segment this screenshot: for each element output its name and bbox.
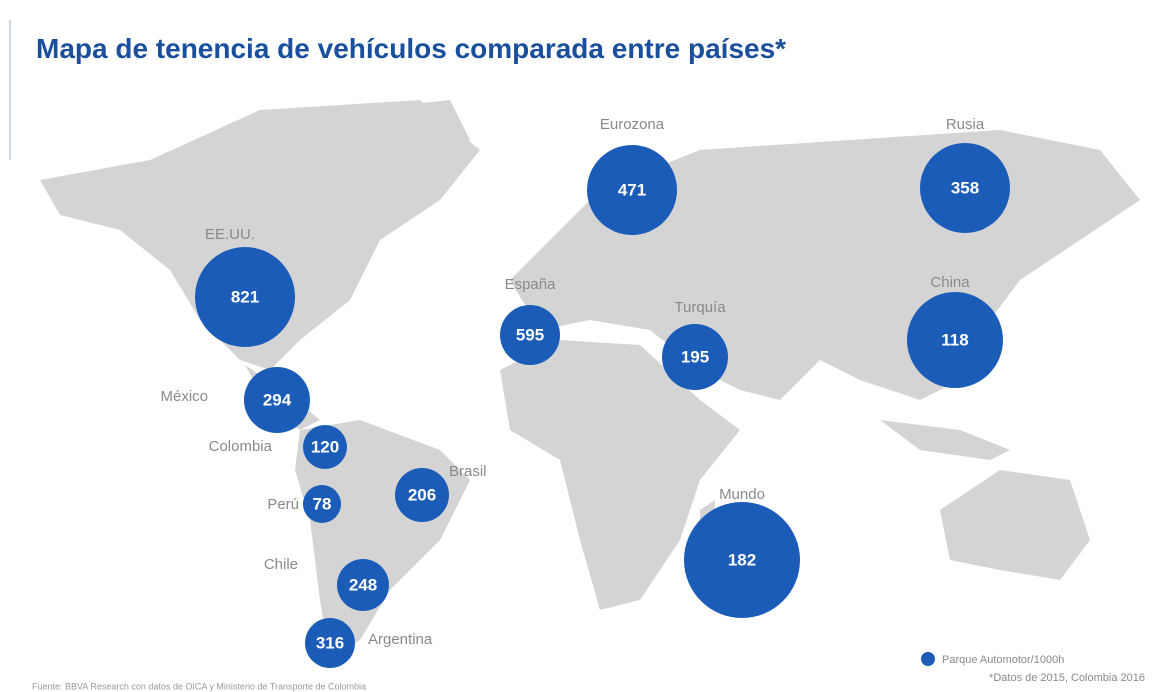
africa	[500, 340, 740, 610]
country-label: Argentina	[368, 631, 433, 648]
bubbles: 471 Eurozona 358 Rusia 821 EE.UU. 595 España 195…	[160, 116, 1010, 668]
bubble-value: 294	[263, 390, 292, 409]
bubble-value: 118	[941, 330, 968, 349]
country-label: EE.UU.	[205, 226, 255, 243]
bubble-value: 182	[728, 550, 756, 569]
bubble	[303, 485, 341, 523]
country-label: Perú	[267, 496, 299, 513]
bubble-value: 358	[951, 178, 979, 197]
title: Mapa de tenencia de vehículos comparada …	[36, 33, 786, 64]
country-label: España	[505, 276, 557, 293]
bubble	[337, 559, 389, 611]
bubble-value: 206	[408, 485, 436, 504]
bubble-value: 78	[313, 494, 332, 513]
country-label: China	[930, 274, 970, 291]
country-label: México	[160, 388, 208, 405]
country-label: Mundo	[719, 486, 765, 503]
bubble	[305, 618, 355, 668]
greenland	[360, 100, 470, 180]
bubble	[395, 468, 449, 522]
bubble	[907, 292, 1003, 388]
bubble	[195, 247, 295, 347]
north-america	[40, 100, 480, 370]
bubble-value: 595	[516, 325, 544, 344]
country-label: Chile	[264, 556, 298, 573]
bubble-value: 195	[681, 347, 709, 366]
bubble	[587, 145, 677, 235]
bubble-value: 316	[316, 633, 344, 652]
legend-marker	[921, 652, 935, 666]
country-label: Eurozona	[600, 116, 665, 133]
bubble	[920, 143, 1010, 233]
bubble	[500, 305, 560, 365]
legend-label: Parque Automotor/1000h	[942, 654, 1064, 666]
bubble-value: 248	[349, 575, 377, 594]
indonesia	[880, 420, 1010, 460]
country-label: Turquía	[674, 299, 726, 316]
bubble-value: 821	[231, 287, 259, 306]
country-label: Colombia	[209, 438, 273, 455]
country-label: Brasil	[449, 463, 487, 480]
country-label: Rusia	[946, 116, 985, 133]
bubble-value: 471	[618, 180, 646, 199]
australia	[940, 470, 1090, 580]
note: *Datos de 2015, Colombia 2016	[989, 672, 1145, 684]
bubble	[303, 425, 347, 469]
source: Fuente: BBVA Research con datos de OICA …	[32, 681, 366, 691]
bubble-value: 120	[311, 437, 339, 456]
bubble	[684, 502, 800, 618]
bubble	[662, 324, 728, 390]
bubble	[244, 367, 310, 433]
